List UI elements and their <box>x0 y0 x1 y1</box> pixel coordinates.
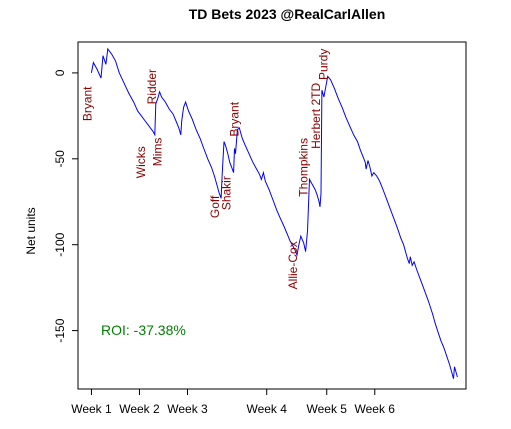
annotation-label: Purdy <box>317 49 331 80</box>
x-tick-label: Week 1 <box>71 402 112 416</box>
y-tick-label: 0 <box>53 69 67 76</box>
annotation-label: Thompkins <box>297 138 311 197</box>
x-tick-label: Week 6 <box>355 402 396 416</box>
annotation-label: Shakir <box>220 176 234 210</box>
y-tick-label: -50 <box>53 150 67 168</box>
roi-label: ROI: -37.38% <box>101 322 186 338</box>
annotation-label: Ridder <box>145 69 159 104</box>
annotation-label: Herbert 2TD <box>309 83 323 149</box>
annotation-label: Bryant <box>80 86 94 121</box>
net-units-line <box>90 47 458 379</box>
y-axis: 0 -50 -100 -150 <box>53 69 78 343</box>
x-tick-label: Week 4 <box>246 402 287 416</box>
x-tick-label: Week 2 <box>119 402 160 416</box>
annotation-label: Allie-Cox <box>286 241 300 289</box>
chart-title: TD Bets 2023 @RealCarlAllen <box>189 6 386 22</box>
annotation-label: Goff <box>208 195 222 218</box>
x-tick-label: Week 3 <box>167 402 208 416</box>
annotation-label: Wicks <box>134 146 148 178</box>
annotation-label: Bryant <box>227 101 241 136</box>
annotation-label: Mims <box>151 138 165 167</box>
x-tick-label: Week 5 <box>307 402 348 416</box>
y-axis-label: Net units <box>24 207 38 254</box>
y-tick-label: -150 <box>53 318 67 342</box>
y-tick-label: -100 <box>53 232 67 256</box>
x-axis: Week 1 Week 2 Week 3 Week 4 Week 5 Week 6 <box>71 388 396 416</box>
